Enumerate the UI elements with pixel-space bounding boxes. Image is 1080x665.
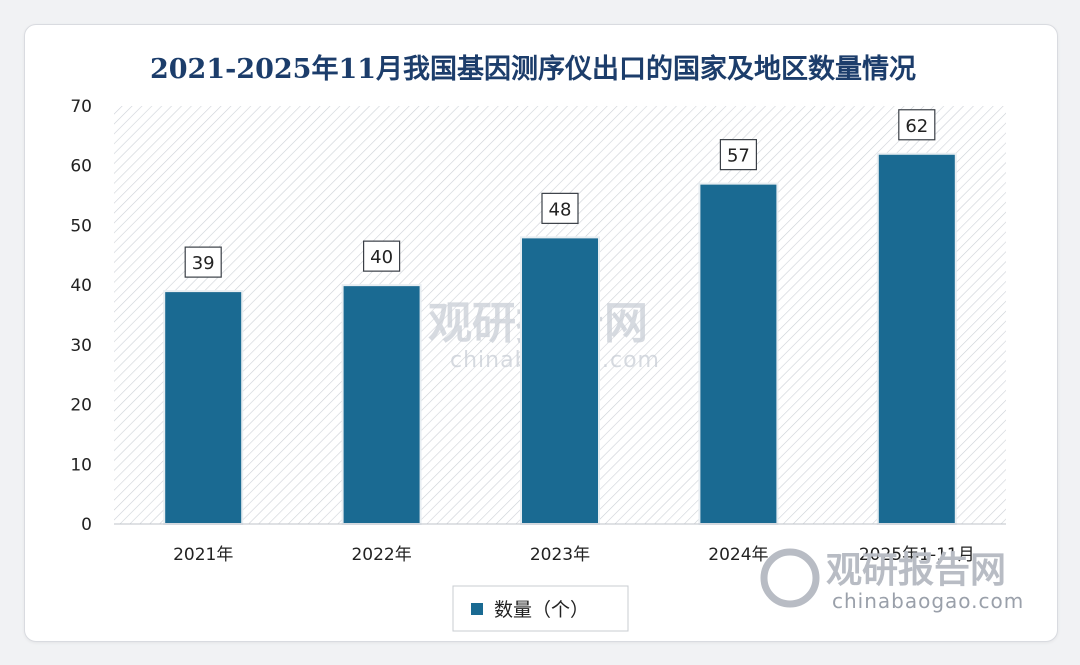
x-tick-label: 2022年 <box>351 545 411 565</box>
y-tick-label: 20 <box>70 396 92 416</box>
bar <box>520 236 600 525</box>
watermark-corner: 观研报告网 chinabaogao.com <box>760 548 1024 613</box>
data-label: 62 <box>905 116 928 137</box>
bar <box>876 152 957 525</box>
data-label: 39 <box>192 253 215 274</box>
chart-title: 2021-2025年11月我国基因测序仪出口的国家及地区数量情况 <box>150 53 916 85</box>
y-tick-label: 70 <box>70 97 92 117</box>
watermark-corner-logo-icon <box>760 548 820 608</box>
bar <box>163 290 244 525</box>
y-tick-label: 0 <box>81 515 92 535</box>
x-tick-label: 2021年 <box>173 545 233 565</box>
x-tick-label: 2024年 <box>708 545 768 565</box>
y-tick-label: 50 <box>70 216 92 236</box>
x-tick-label: 2025年1-11月 <box>859 545 975 565</box>
data-label-box <box>363 240 401 272</box>
y-tick-label: 40 <box>70 276 92 296</box>
y-tick-label: 30 <box>70 336 92 356</box>
x-tick-label: 2023年 <box>530 545 590 565</box>
legend-label: 数量（个） <box>494 599 589 621</box>
legend: 数量（个） <box>452 585 629 632</box>
bar <box>698 182 779 525</box>
watermark-corner-text: 观研报告网 <box>826 550 1006 591</box>
y-axis: 0 10 20 30 40 50 60 70 <box>70 97 92 535</box>
data-label-box <box>541 192 579 224</box>
data-label-box <box>898 109 936 141</box>
x-axis: 2021年 2022年 2023年 2024年 2025年1-11月 <box>114 523 1006 565</box>
watermark-corner-url: chinabaogao.com <box>832 589 1024 613</box>
y-tick-label: 10 <box>70 455 92 475</box>
bar <box>341 284 422 525</box>
data-label: 48 <box>549 199 572 220</box>
data-label: 57 <box>727 146 750 167</box>
data-label: 40 <box>370 247 393 268</box>
data-label-box <box>719 139 758 171</box>
legend-swatch <box>471 603 483 615</box>
data-label-box <box>184 246 222 278</box>
y-tick-label: 60 <box>70 157 92 177</box>
